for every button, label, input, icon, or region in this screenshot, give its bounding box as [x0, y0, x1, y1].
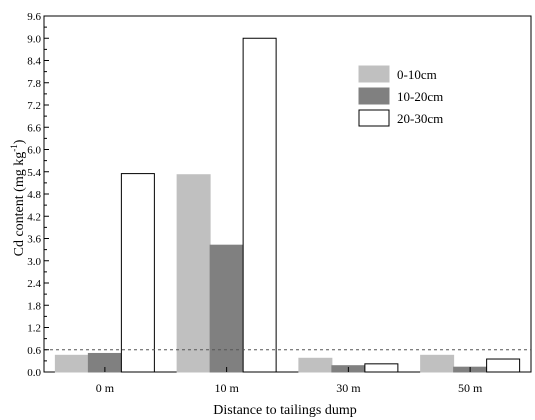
x-tick-label: 0 m	[96, 381, 115, 395]
y-tick-label: 7.8	[27, 78, 41, 90]
y-tick-label: 1.2	[27, 323, 41, 335]
bar-10m-20-30cm	[242, 37, 277, 373]
y-axis-label-superscript: -1	[9, 144, 19, 152]
x-axis-ticks: 0 m 10 m 30 m 50 m	[96, 367, 483, 395]
bar-0m-0-10cm	[54, 354, 89, 373]
legend-swatch	[358, 65, 390, 83]
y-tick-label: 3.6	[27, 234, 41, 246]
y-tick-label: 6.0	[27, 145, 41, 157]
y-tick-label: 9.6	[27, 11, 41, 23]
plot-frame	[43, 15, 532, 373]
x-tick-label: 10 m	[214, 381, 239, 395]
y-tick-label: 9.0	[27, 33, 41, 45]
y-tick-label: 3.0	[27, 256, 41, 268]
y-tick-label: 8.4	[27, 56, 41, 68]
y-axis-label-close: )	[12, 139, 27, 144]
legend: 0-10cm 10-20cm 20-30cm	[358, 65, 443, 127]
legend-label: 20-30cm	[397, 111, 443, 126]
y-axis-label-main: Cd content (mg kg	[12, 152, 27, 257]
y-axis-ticks: 0.0 0.6 1.2 1.8 2.4 3.0 3.6 4.2 4.8 5.4 6.0 6.6 7.2 7…	[27, 11, 49, 379]
bar-10m-0-10cm	[176, 174, 211, 373]
x-tick-label: 50 m	[458, 381, 483, 395]
legend-swatch	[358, 87, 390, 105]
bar-0m-20-30cm	[120, 173, 155, 373]
bar-10m-10-20cm	[209, 244, 244, 373]
y-tick-label: 4.2	[27, 211, 41, 223]
x-axis-label: Distance to tailings dump	[213, 403, 356, 418]
bar-30m-20-30cm	[364, 363, 399, 373]
bar-50m-20-30cm	[486, 358, 521, 373]
y-tick-label: 6.6	[27, 122, 41, 134]
plot-area	[43, 15, 532, 373]
y-tick-label: 0.6	[27, 345, 41, 357]
x-tick-label: 30 m	[336, 381, 361, 395]
bar-50m-0-10cm	[420, 354, 455, 373]
y-tick-label: 1.8	[27, 300, 41, 312]
y-tick-label: 7.2	[27, 100, 41, 112]
legend-label: 0-10cm	[397, 67, 437, 82]
legend-swatch	[358, 109, 390, 127]
y-axis-label: Cd content (mg kg-1)	[9, 139, 27, 256]
y-tick-label: 0.0	[27, 367, 41, 379]
bar-30m-0-10cm	[298, 357, 333, 373]
y-tick-label: 2.4	[27, 278, 41, 290]
y-tick-label: 5.4	[27, 167, 41, 179]
legend-label: 10-20cm	[397, 89, 443, 104]
y-tick-label: 4.8	[27, 189, 41, 201]
